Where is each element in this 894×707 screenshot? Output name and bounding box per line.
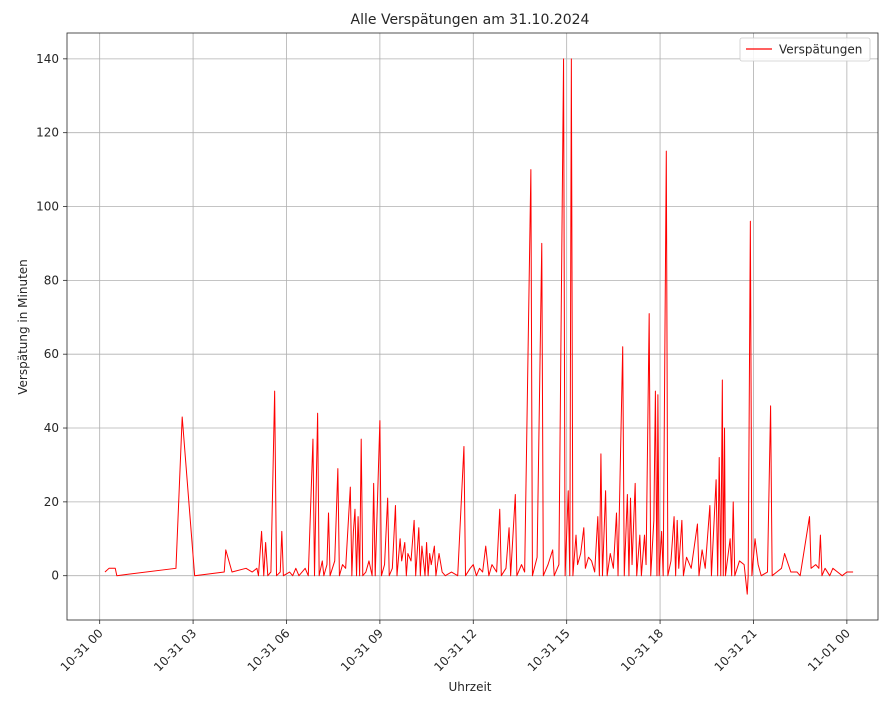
- y-tick-label: 40: [44, 421, 59, 435]
- series-line-verspaetungen: [104, 58, 854, 595]
- x-tick-label: 10-31 15: [525, 626, 573, 674]
- y-tick-label: 60: [44, 347, 59, 361]
- chart-title: Alle Verspätungen am 31.10.2024: [351, 12, 590, 28]
- x-tick-label: 11-01 00: [805, 626, 853, 674]
- grid-lines: [67, 33, 878, 620]
- y-tick-label: 20: [44, 495, 59, 509]
- x-axis: 10-31 00 10-31 03 10-31 06 10-31 09 10-31 12…: [58, 620, 853, 674]
- series-layer: [104, 58, 854, 595]
- x-tick-label: 10-31 00: [58, 626, 106, 674]
- legend: Verspätungen: [739, 37, 871, 62]
- y-axis: 0 20 40 60 80 100 120 140: [36, 52, 67, 583]
- y-tick-label: 120: [36, 126, 59, 140]
- x-tick-label: 10-31 06: [245, 626, 293, 674]
- legend-frame: [739, 37, 871, 62]
- x-tick-label: 10-31 21: [712, 626, 760, 674]
- x-tick-label: 10-31 09: [338, 626, 386, 674]
- legend-label-verspaetungen: Verspätungen: [779, 43, 862, 57]
- x-tick-label: 10-31 03: [151, 626, 199, 674]
- y-tick-label: 100: [36, 200, 59, 214]
- y-axis-label: Verspätung in Minuten: [16, 259, 30, 395]
- x-tick-label: 10-31 18: [618, 626, 666, 674]
- y-tick-label: 0: [51, 569, 59, 583]
- plot-frame: [66, 32, 879, 621]
- x-tick-label: 10-31 12: [431, 626, 479, 674]
- x-axis-label: Uhrzeit: [448, 680, 491, 694]
- y-tick-label: 140: [36, 52, 59, 66]
- y-tick-label: 80: [44, 273, 59, 287]
